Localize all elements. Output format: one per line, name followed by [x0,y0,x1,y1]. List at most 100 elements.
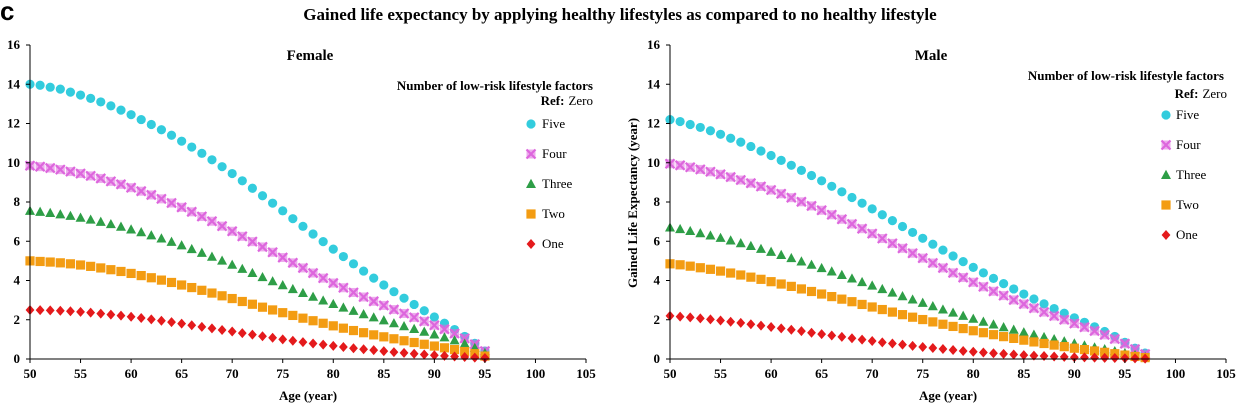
female-point-two [65,259,76,269]
male-point-five [715,129,726,139]
female-point-four [247,236,258,247]
female-point-one [217,324,227,335]
male-point-two [695,263,705,273]
male-point-one [989,348,998,359]
male-point-one [1090,352,1099,363]
male-point-one [928,343,938,354]
female-point-five [35,80,45,90]
female-point-one [197,321,207,332]
male-point-one [1080,352,1089,363]
male-legend-item-five: Five [1161,107,1199,122]
female-point-five [247,183,257,193]
female-point-three [277,280,288,290]
female-point-four [186,206,198,218]
male-legend-item-one: One [1161,227,1198,242]
male-point-one [807,327,816,338]
female-point-one [248,329,257,340]
male-point-four [998,290,1009,301]
female-point-five [419,306,429,316]
male-point-one [1120,353,1130,364]
female-point-five [207,155,217,165]
female-point-three [338,302,349,312]
female-point-four [358,291,369,303]
female-point-one [419,349,429,360]
male-point-one [1110,353,1120,364]
female-point-five [338,251,348,262]
male-point-four [755,181,767,192]
female-point-four [237,231,248,242]
male-point-four [705,166,716,178]
male-point-four [1028,302,1040,314]
male-point-one [776,323,786,334]
female-point-three [217,255,228,265]
male-point-three [998,322,1009,332]
female-point-three [328,298,339,309]
female-point-two [389,334,399,344]
female-legend-item-one: One [526,236,564,251]
female-point-four [95,173,107,184]
male-point-one [867,335,877,346]
female-point-four [418,316,430,327]
male-point-four [1018,298,1030,310]
male-point-three [1018,327,1029,337]
male-point-two [715,266,726,276]
female-point-one [268,332,278,343]
male-point-two [988,330,999,340]
male-point-one [1130,353,1140,364]
female-point-two [106,265,116,275]
female-point-two [45,257,55,267]
female-x-tick-label: 105 [576,366,596,381]
male-point-three [948,307,959,317]
female-point-four [75,168,86,179]
male-point-one [898,339,907,350]
female-point-five [106,101,116,111]
female-point-five [217,162,227,172]
male-x-tick-label: 90 [1068,366,1081,381]
male-point-three [968,313,979,323]
female-point-five [379,280,389,290]
female-point-three [85,214,96,224]
male-point-one [685,312,695,323]
female-x-tick-label: 80 [327,366,340,381]
female-point-one [126,311,136,322]
female-point-three [368,312,379,322]
female-point-three [115,221,126,231]
male-point-two [746,272,756,282]
female-point-one [399,347,409,358]
male-legend-marker-three [1161,169,1171,179]
male-point-one [948,344,958,355]
male-point-four [674,160,686,171]
female-point-three [156,233,167,243]
female-point-two [247,299,257,309]
male-point-four [836,213,848,225]
female-legend-item-two: Two [526,206,565,221]
male-point-five [766,150,776,161]
female-point-two [359,328,369,338]
female-point-one [146,314,156,325]
male-x-tick-label: 100 [1166,366,1186,381]
male-point-one [706,314,715,325]
male-axes: 50 55 60 65 70 75 80 85 90 95 100 105 0 2 4 6 8 10 12 14 16 [647,37,1236,381]
male-point-four [988,286,999,297]
female-point-five [136,114,146,125]
male-y-tick-label: 16 [647,37,661,52]
figure-title: Gained life expectancy by applying healt… [303,5,937,24]
male-point-five [999,279,1009,289]
male-point-two [837,294,847,304]
female-point-three [419,326,430,336]
female-point-two [126,268,136,279]
female-point-one [328,340,338,351]
male-point-three [745,240,756,250]
male-point-one [938,343,948,354]
female-point-one [86,307,96,318]
male-point-one [1009,349,1019,360]
female-legend: Number of low-risk lifestyle factors Ref… [397,78,593,251]
female-point-two [298,313,308,323]
male-point-one [1059,351,1069,362]
male-point-two [1049,340,1059,350]
male-point-one [1039,351,1049,362]
male-point-one [736,317,746,328]
female-point-two [348,325,359,336]
female-point-four [348,287,359,298]
female-point-one [389,347,399,358]
